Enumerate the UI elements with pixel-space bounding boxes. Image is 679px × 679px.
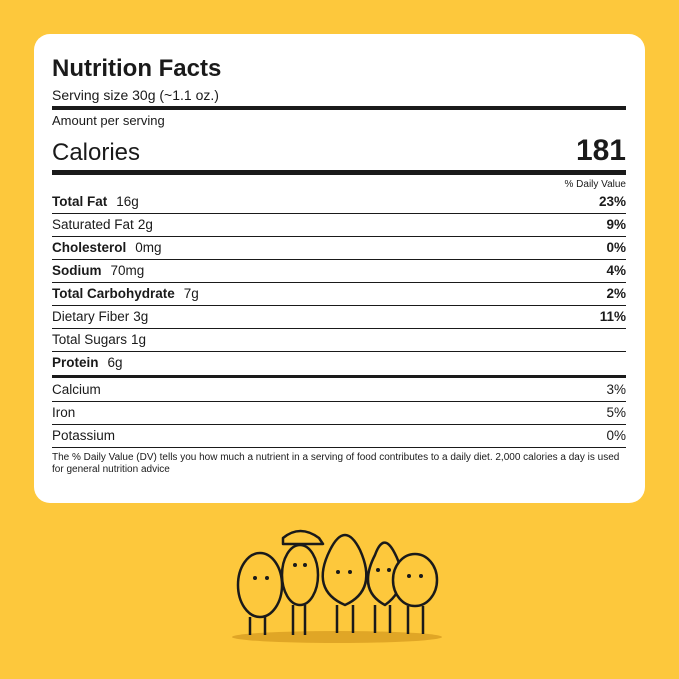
nutrient-label: Cholesterol 0mg (52, 236, 162, 259)
daily-value: 9% (606, 217, 626, 232)
daily-value: 23% (598, 194, 626, 209)
nutrient-amount: 0mg (135, 240, 162, 255)
nutrient-amount: 70mg (110, 263, 145, 278)
nutrient-label: Total Sugars 1g (52, 328, 146, 351)
nutrient-name: Protein (52, 355, 99, 370)
nutrient-name: Total Sugars (52, 332, 128, 347)
nutrition-card: Nutrition Facts Serving size 30g (~1.1 o… (34, 34, 645, 503)
daily-value: 3% (606, 382, 626, 397)
row-rule (52, 259, 626, 260)
nutrient-name: Total Fat (52, 194, 108, 209)
calories-value: 181 (575, 134, 626, 167)
row-rule (52, 328, 626, 329)
shadow (232, 631, 442, 643)
mascots (232, 529, 442, 643)
nutrient-name: Total Carbohydrate (52, 286, 175, 301)
nutrient-row: Total Fat 16g 23% (52, 190, 626, 213)
row-rule (52, 282, 626, 283)
daily-value: 0% (606, 240, 626, 255)
footnote: The % Daily Value (DV) tells you how muc… (52, 452, 620, 475)
serving-size: Serving size 30g (~1.1 oz.) (52, 87, 219, 103)
nutrient-row: Protein 6g (52, 351, 626, 374)
nutrient-row: Saturated Fat 2g 9% (52, 213, 626, 236)
calories-label: Calories (52, 139, 141, 166)
nutrient-label: Protein 6g (52, 351, 123, 374)
mineral-name: Calcium (52, 382, 101, 397)
nutrient-name: Saturated Fat (52, 217, 134, 232)
thick-rule (52, 375, 626, 378)
title: Nutrition Facts (52, 55, 222, 82)
nutrient-label: Sodium 70mg (52, 259, 144, 282)
nutrient-row: Dietary Fiber 3g 11% (52, 305, 626, 328)
nutrient-row: Total Carbohydrate 7g 2% (52, 282, 626, 305)
daily-value: 4% (606, 263, 626, 278)
faces (253, 563, 423, 580)
thick-rule (52, 106, 626, 110)
nutrient-amount: 3g (133, 309, 149, 324)
nutrient-amount: 16g (116, 194, 139, 209)
daily-value: 0% (606, 428, 626, 443)
mineral-row: Calcium 3% (52, 378, 626, 401)
nutrient-label: Dietary Fiber 3g (52, 305, 148, 328)
dv-header: % Daily Value (564, 179, 626, 190)
row-rule (52, 236, 626, 237)
mineral-name: Iron (52, 405, 76, 420)
nutrient-row: Total Sugars 1g (52, 328, 626, 351)
nutrient-name: Dietary Fiber (52, 309, 130, 324)
daily-value: 5% (606, 405, 626, 420)
nutrient-amount: 2g (137, 217, 153, 232)
nutrient-label: Total Fat 16g (52, 190, 139, 213)
nutrient-name: Cholesterol (52, 240, 127, 255)
row-rule (52, 305, 626, 306)
amount-per-serving: Amount per serving (52, 113, 165, 128)
row-rule (52, 401, 626, 402)
row-rule (52, 424, 626, 425)
nutrient-row: Sodium 70mg 4% (52, 259, 626, 282)
row-rule (52, 213, 626, 214)
nutrient-row: Cholesterol 0mg 0% (52, 236, 626, 259)
characters (236, 529, 439, 635)
mineral-name: Potassium (52, 428, 116, 443)
row-rule (52, 351, 626, 352)
row-rule (52, 447, 626, 448)
nutrient-label: Total Carbohydrate 7g (52, 282, 199, 305)
daily-value: 11% (599, 309, 626, 324)
nutrient-amount: 7g (183, 286, 199, 301)
nutrient-name: Sodium (52, 263, 102, 278)
nutrient-amount: 6g (107, 355, 123, 370)
mineral-row: Iron 5% (52, 401, 626, 424)
nutrient-amount: 1g (131, 332, 147, 347)
nutrient-label: Saturated Fat 2g (52, 213, 153, 236)
mineral-row: Potassium 0% (52, 424, 626, 447)
daily-value: 2% (606, 286, 626, 301)
thick-rule (52, 170, 626, 175)
